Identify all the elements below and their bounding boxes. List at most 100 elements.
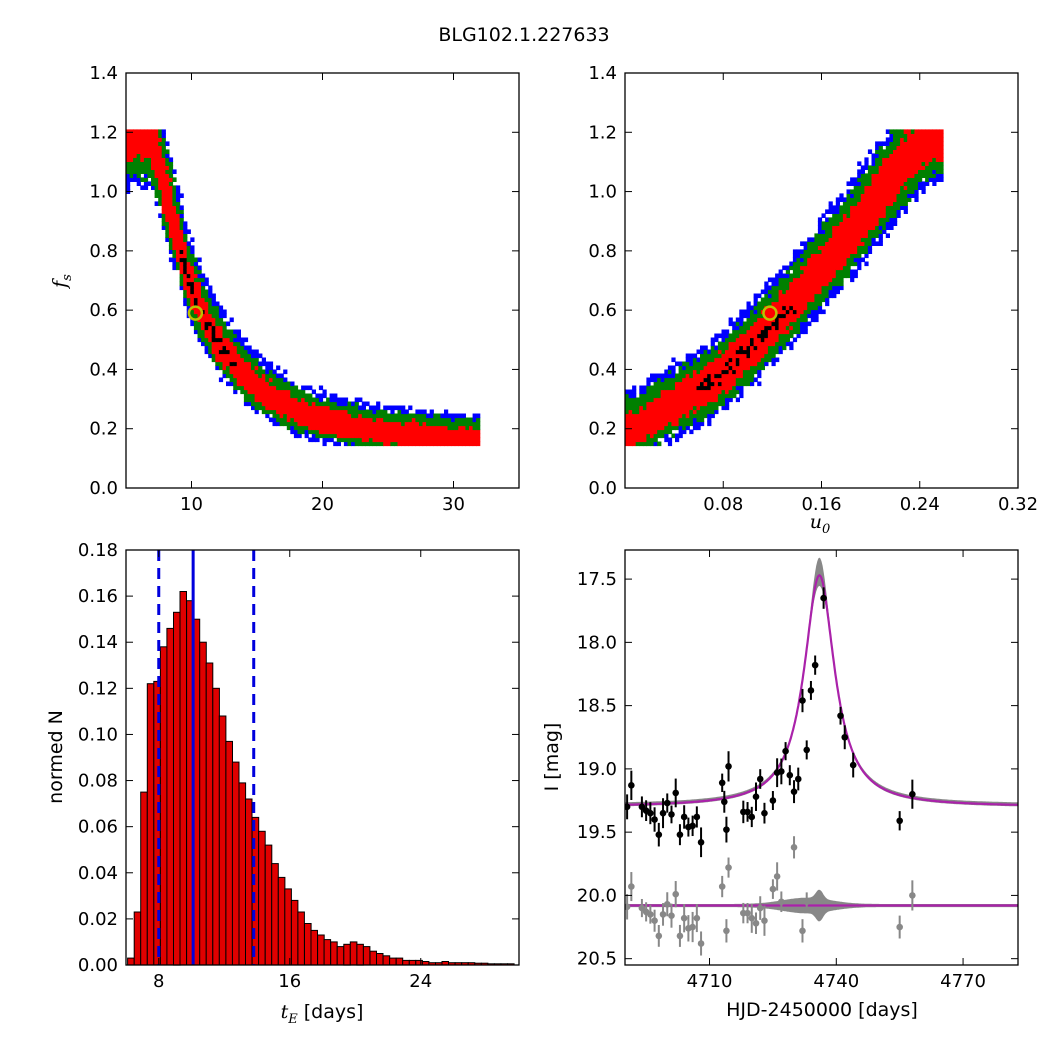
density-cell bbox=[785, 289, 790, 295]
density-cell bbox=[925, 157, 930, 162]
density-cell bbox=[850, 225, 855, 230]
density-cell bbox=[465, 429, 470, 435]
data-point bbox=[786, 771, 794, 779]
density-cell bbox=[168, 177, 174, 182]
density-cell bbox=[875, 177, 880, 182]
density-cell bbox=[875, 205, 880, 210]
density-cell bbox=[707, 397, 712, 403]
density-cell bbox=[889, 225, 894, 230]
density-cell bbox=[839, 217, 844, 222]
density-cell bbox=[254, 369, 259, 375]
density-cell bbox=[168, 173, 174, 178]
density-cell bbox=[753, 377, 758, 383]
density-cell bbox=[383, 413, 388, 419]
density-cell bbox=[842, 209, 848, 214]
density-cell bbox=[179, 265, 184, 271]
density-cell bbox=[351, 421, 356, 427]
density-cell bbox=[347, 405, 352, 411]
density-cell bbox=[243, 401, 249, 407]
density-cell bbox=[889, 133, 894, 138]
density-cell bbox=[907, 193, 912, 198]
density-cell bbox=[329, 413, 334, 419]
y-tick-label: 0.4 bbox=[588, 359, 617, 380]
density-cell bbox=[215, 305, 220, 311]
density-cell bbox=[376, 433, 381, 439]
density-cell bbox=[928, 173, 933, 178]
density-cell bbox=[333, 421, 338, 427]
residual-point bbox=[668, 912, 675, 919]
density-cell bbox=[254, 409, 259, 415]
density-cell bbox=[750, 345, 755, 351]
density-cell bbox=[297, 429, 302, 435]
density-cell bbox=[233, 365, 238, 371]
density-cell bbox=[750, 353, 755, 359]
density-cell bbox=[839, 205, 844, 210]
density-cell bbox=[243, 397, 249, 403]
density-cell bbox=[753, 329, 758, 335]
density-cell bbox=[746, 357, 751, 363]
density-cell bbox=[846, 265, 851, 271]
density-cell bbox=[151, 157, 156, 162]
density-cell bbox=[222, 337, 227, 343]
density-cell bbox=[168, 201, 174, 206]
density-cell bbox=[293, 405, 299, 411]
density-cell bbox=[354, 433, 359, 439]
density-cell bbox=[411, 413, 416, 419]
density-cell bbox=[379, 417, 384, 423]
density-cell bbox=[176, 209, 181, 214]
density-cell bbox=[835, 233, 840, 238]
density-cell bbox=[201, 337, 206, 343]
density-cell bbox=[154, 161, 159, 166]
density-cell bbox=[864, 197, 869, 202]
density-cell bbox=[714, 401, 719, 407]
density-cell bbox=[433, 421, 438, 427]
density-cell bbox=[878, 225, 883, 230]
density-cell bbox=[864, 173, 869, 178]
density-cell bbox=[842, 249, 848, 254]
density-cell bbox=[190, 245, 195, 250]
density-cell bbox=[746, 305, 751, 311]
density-cell bbox=[129, 129, 134, 134]
density-cell bbox=[871, 189, 876, 194]
density-cell bbox=[682, 397, 687, 403]
y-tick-label: 0.4 bbox=[89, 359, 118, 380]
density-cell bbox=[226, 329, 231, 335]
density-cell bbox=[258, 369, 263, 375]
density-cell bbox=[725, 337, 730, 343]
density-cell bbox=[236, 337, 241, 343]
density-cell bbox=[660, 389, 665, 395]
density-cell bbox=[664, 377, 669, 383]
density-cell bbox=[179, 209, 184, 214]
density-cell bbox=[154, 133, 159, 138]
density-cell bbox=[315, 429, 320, 435]
density-cell bbox=[885, 129, 890, 134]
density-cell bbox=[735, 389, 740, 395]
density-cell bbox=[628, 397, 633, 403]
density-cell bbox=[807, 273, 812, 279]
density-cell bbox=[832, 209, 837, 214]
density-cell bbox=[265, 365, 270, 371]
density-cell bbox=[197, 289, 202, 295]
density-cell bbox=[739, 337, 744, 343]
density-cell bbox=[436, 425, 441, 431]
density-cell bbox=[828, 257, 833, 263]
density-cell bbox=[789, 277, 794, 283]
density-cell bbox=[143, 145, 149, 150]
density-cell bbox=[172, 241, 177, 246]
density-cell bbox=[361, 417, 366, 423]
density-cell bbox=[707, 413, 712, 419]
density-cell bbox=[197, 337, 202, 343]
density-cell bbox=[771, 277, 776, 283]
density-cell bbox=[276, 385, 281, 391]
density-cell bbox=[932, 165, 937, 170]
density-cell bbox=[304, 413, 309, 419]
density-cell bbox=[190, 281, 195, 287]
density-cell bbox=[785, 277, 790, 283]
density-cell bbox=[465, 425, 470, 431]
density-cell bbox=[208, 293, 213, 299]
density-cell bbox=[728, 377, 733, 383]
density-cell bbox=[817, 265, 823, 271]
density-cell bbox=[750, 349, 755, 355]
density-cell bbox=[710, 345, 715, 351]
density-cell bbox=[735, 317, 740, 323]
